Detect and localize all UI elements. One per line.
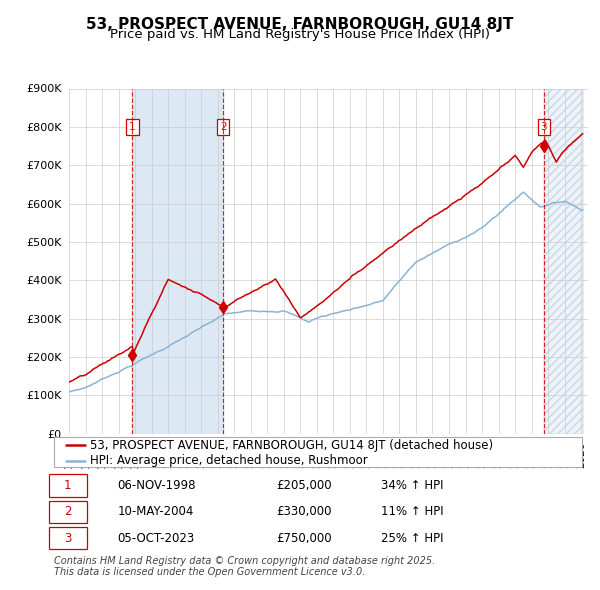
FancyBboxPatch shape [49, 527, 87, 549]
Text: 3: 3 [541, 122, 547, 132]
Text: 1: 1 [64, 479, 71, 492]
Text: 2: 2 [64, 505, 71, 519]
Text: 06-NOV-1998: 06-NOV-1998 [118, 479, 196, 492]
Bar [544, 88, 583, 434]
Text: 05-OCT-2023: 05-OCT-2023 [118, 532, 194, 545]
Text: 10-MAY-2004: 10-MAY-2004 [118, 505, 194, 519]
Text: 25% ↑ HPI: 25% ↑ HPI [382, 532, 444, 545]
Text: 11% ↑ HPI: 11% ↑ HPI [382, 505, 444, 519]
Text: 53, PROSPECT AVENUE, FARNBOROUGH, GU14 8JT: 53, PROSPECT AVENUE, FARNBOROUGH, GU14 8… [86, 17, 514, 31]
FancyBboxPatch shape [49, 501, 87, 523]
Text: HPI: Average price, detached house, Rushmoor: HPI: Average price, detached house, Rush… [90, 454, 368, 467]
Text: £205,000: £205,000 [276, 479, 331, 492]
Text: 34% ↑ HPI: 34% ↑ HPI [382, 479, 444, 492]
Text: Price paid vs. HM Land Registry's House Price Index (HPI): Price paid vs. HM Land Registry's House … [110, 28, 490, 41]
Text: 53, PROSPECT AVENUE, FARNBOROUGH, GU14 8JT (detached house): 53, PROSPECT AVENUE, FARNBOROUGH, GU14 8… [90, 439, 493, 452]
Text: 1: 1 [129, 122, 136, 132]
Text: Contains HM Land Registry data © Crown copyright and database right 2025.
This d: Contains HM Land Registry data © Crown c… [54, 556, 435, 578]
Text: 2: 2 [220, 122, 226, 132]
Bar [544, 88, 583, 434]
FancyBboxPatch shape [49, 474, 87, 497]
Text: £750,000: £750,000 [276, 532, 331, 545]
Text: £330,000: £330,000 [276, 505, 331, 519]
Bar [133, 88, 223, 434]
Text: 3: 3 [64, 532, 71, 545]
